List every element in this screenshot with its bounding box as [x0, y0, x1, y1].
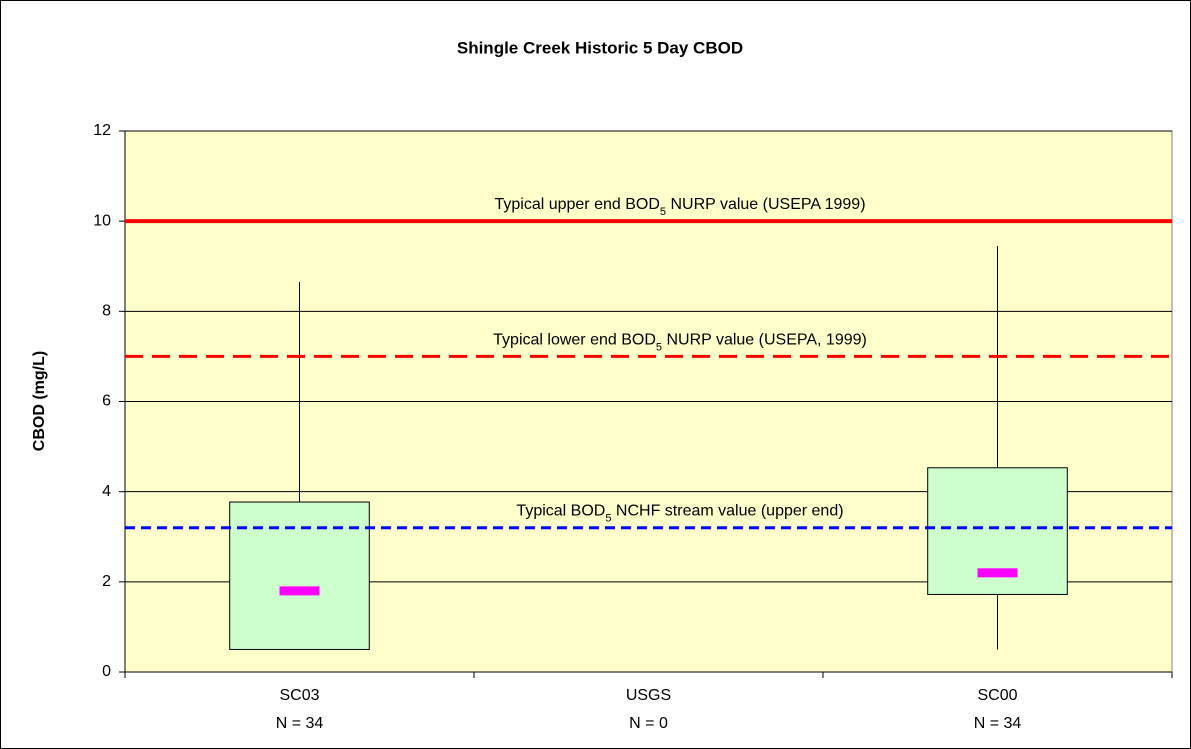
x-tick-label: SC00 — [977, 687, 1017, 704]
reference-label: Typical lower end BOD5 NURP value (USEPA… — [493, 331, 867, 353]
n-label: N = 0 — [629, 715, 668, 732]
reference-label-part: NURP value (USEPA 1999) — [666, 196, 866, 213]
x-tick-label: USGS — [626, 687, 671, 704]
y-tick-label: 10 — [93, 212, 111, 229]
reference-label: Typical upper end BOD5 NURP value (USEPA… — [494, 196, 865, 218]
y-tick-label: 6 — [102, 393, 111, 410]
reference-label-part: Typical lower end BOD — [493, 331, 656, 348]
median — [977, 568, 1018, 578]
reference-label-part: NURP value (USEPA, 1999) — [662, 331, 867, 348]
reference-label-part: 5 — [656, 341, 662, 353]
y-axis-label: CBOD (mg/L) — [31, 351, 48, 451]
chart-title: Shingle Creek Historic 5 Day CBOD — [457, 38, 743, 57]
y-tick-label: 2 — [102, 573, 111, 590]
reference-label: Typical BOD5 NCHF stream value (upper en… — [516, 503, 843, 525]
x-tick-label: SC03 — [279, 687, 319, 704]
reference-label-part: 5 — [660, 206, 666, 218]
n-label: N = 34 — [276, 715, 324, 732]
y-tick-label: 8 — [102, 303, 111, 320]
n-label: N = 34 — [974, 715, 1022, 732]
y-tick-label: 4 — [102, 483, 111, 500]
y-tick-label: 0 — [102, 663, 111, 680]
reference-label-part: Typical upper end BOD — [494, 196, 659, 213]
reference-label-part: 5 — [605, 513, 611, 525]
box — [229, 501, 370, 650]
median — [279, 586, 320, 596]
reference-label-part: Typical BOD — [516, 503, 605, 520]
reference-label-part: NCHF stream value (upper end) — [611, 503, 843, 520]
y-tick-label: 12 — [93, 122, 111, 139]
